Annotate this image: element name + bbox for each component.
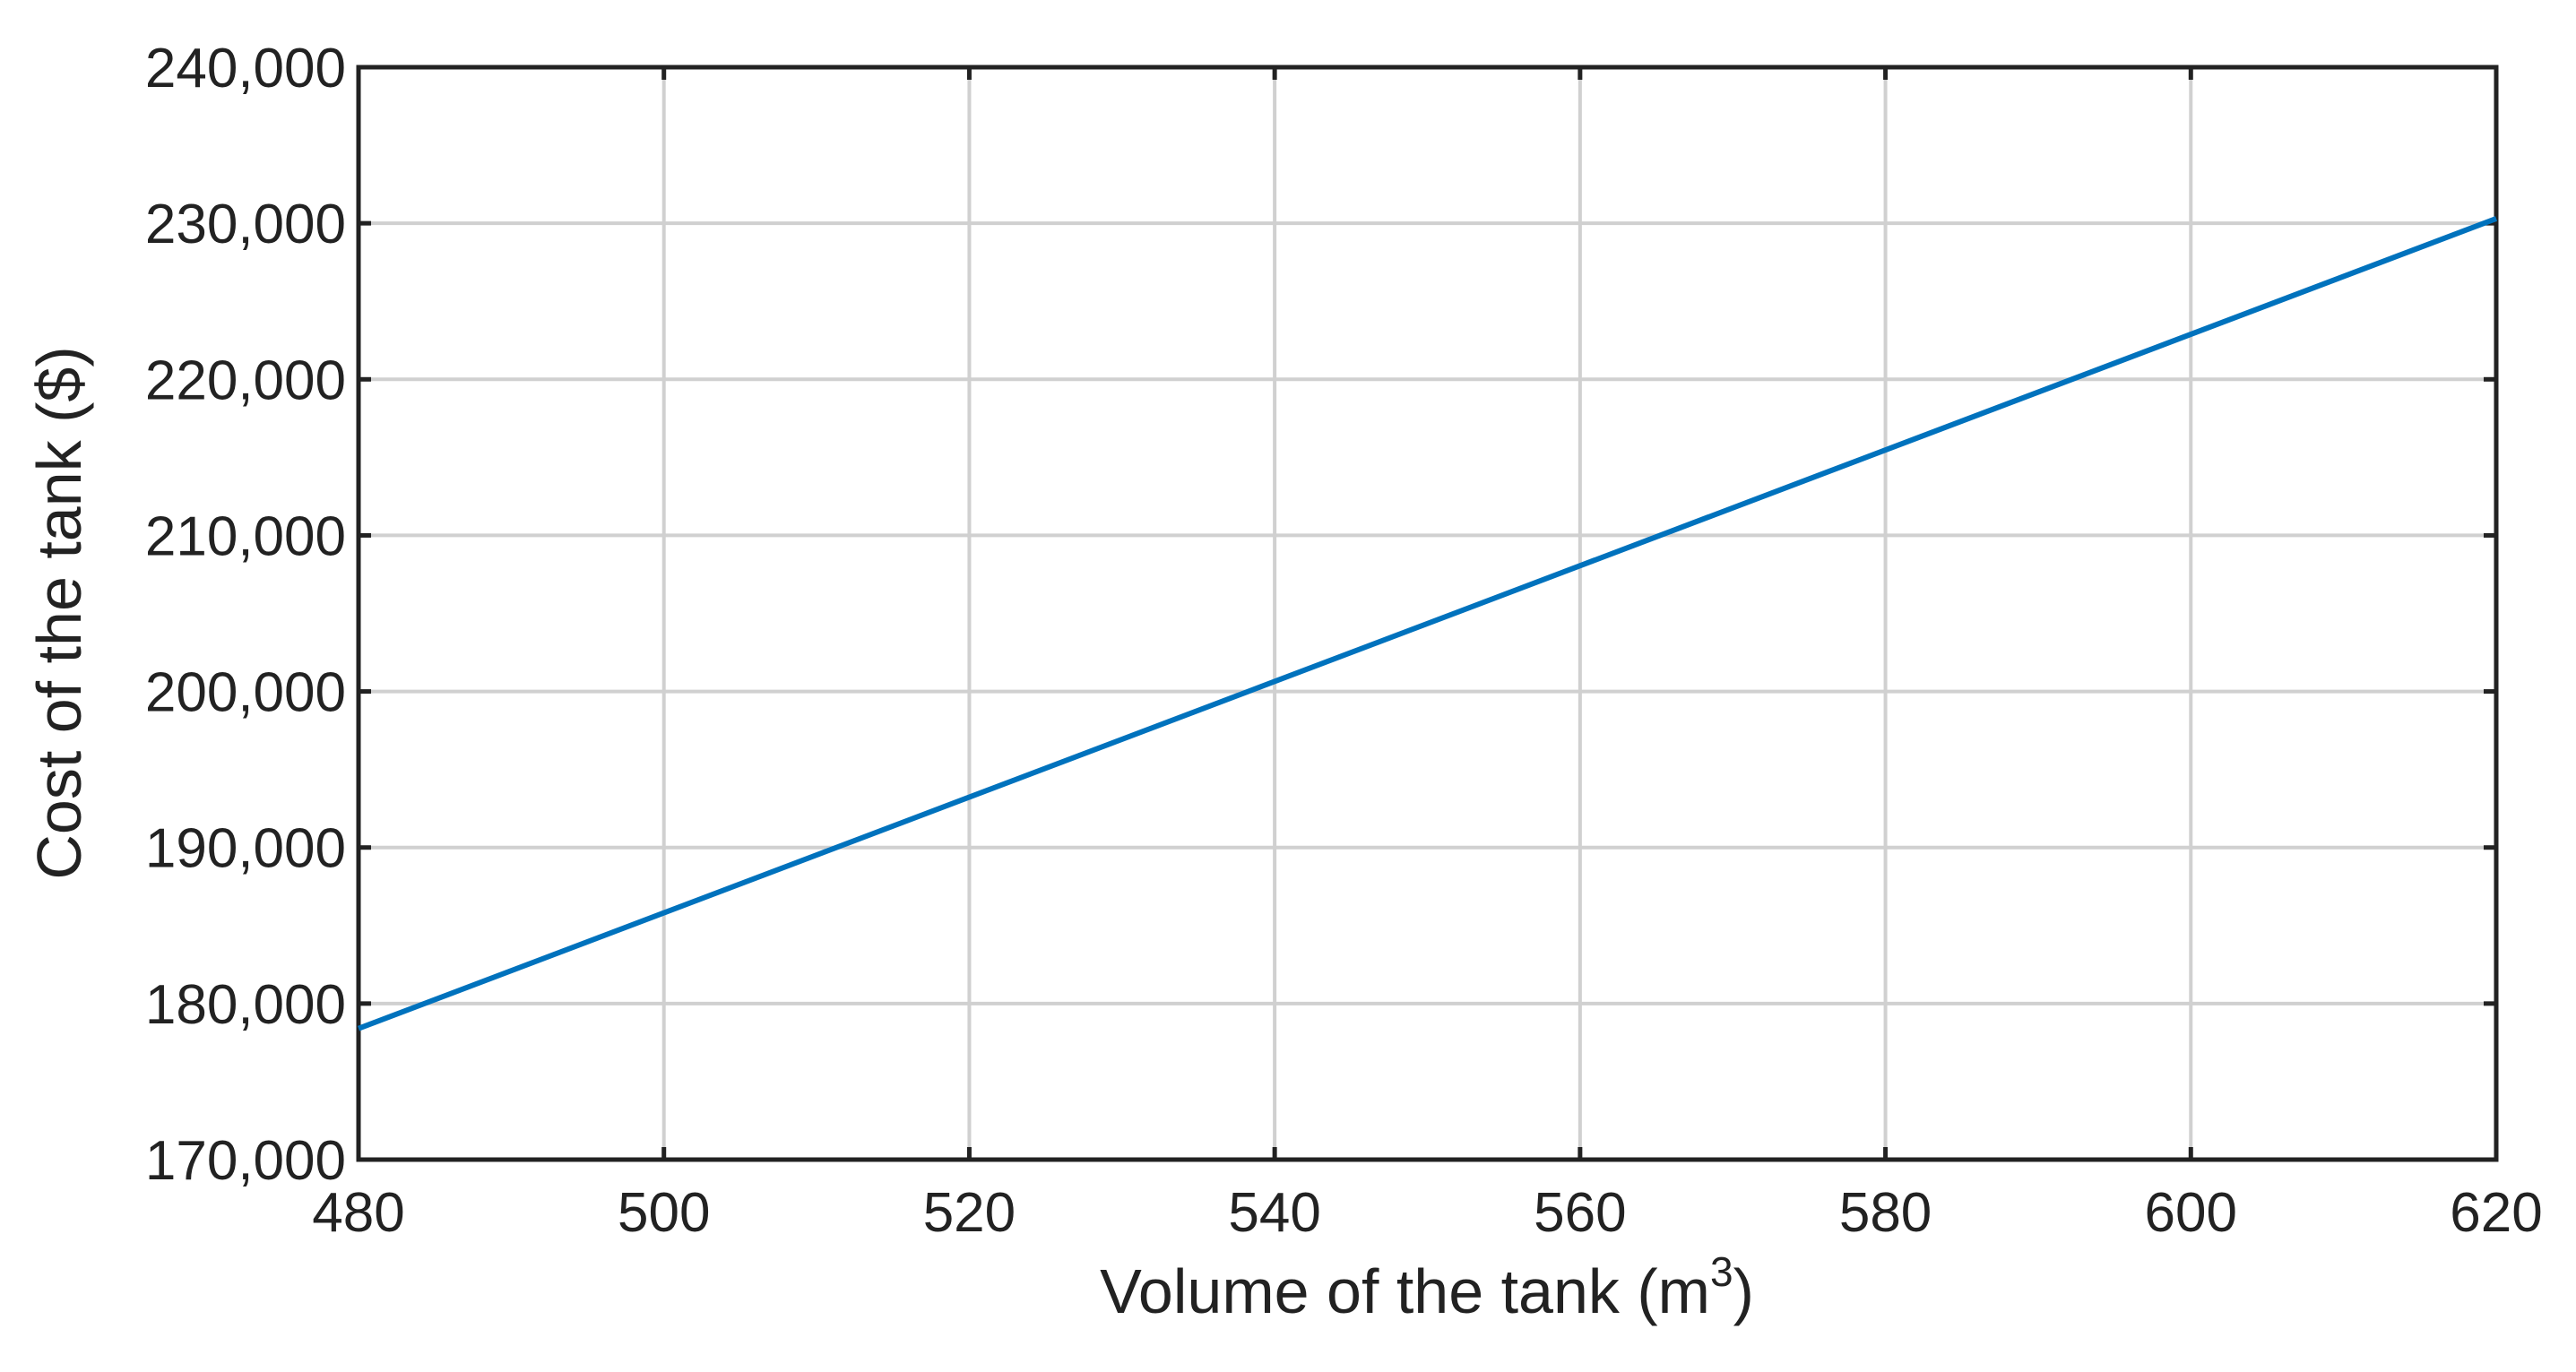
x-tick-label: 600 (2145, 1182, 2237, 1244)
y-tick-label: 220,000 (145, 349, 346, 411)
y-axis-label: Cost of the tank ($) (24, 346, 94, 879)
x-axis-label: Volume of the tank (m3) (1100, 1248, 1754, 1326)
plot-frame (356, 65, 2499, 1162)
data-line (357, 216, 2498, 1031)
x-tick-label: 500 (618, 1182, 710, 1244)
x-tick-label: 580 (1839, 1182, 1932, 1244)
x-tick-label: 480 (312, 1182, 404, 1244)
x-tick-label: 520 (923, 1182, 1016, 1244)
y-tick-label: 170,000 (145, 1130, 346, 1192)
y-tick-label: 190,000 (145, 818, 346, 880)
y-tick-label: 240,000 (145, 38, 346, 99)
x-label-end: ) (1733, 1256, 1754, 1326)
y-tick-label: 180,000 (145, 974, 346, 1036)
ticks (356, 65, 2499, 1162)
x-label-superscript: 3 (1710, 1248, 1733, 1295)
grid (357, 65, 2498, 1161)
x-tick-label: 560 (1534, 1182, 1626, 1244)
y-tick-label: 210,000 (145, 505, 346, 567)
x-tick-label: 620 (2450, 1182, 2542, 1244)
x-tick-label: 540 (1228, 1182, 1320, 1244)
x-label-text: Volume of the tank (m (1100, 1256, 1710, 1326)
y-tick-label: 200,000 (145, 662, 346, 724)
y-tick-label: 230,000 (145, 194, 346, 255)
